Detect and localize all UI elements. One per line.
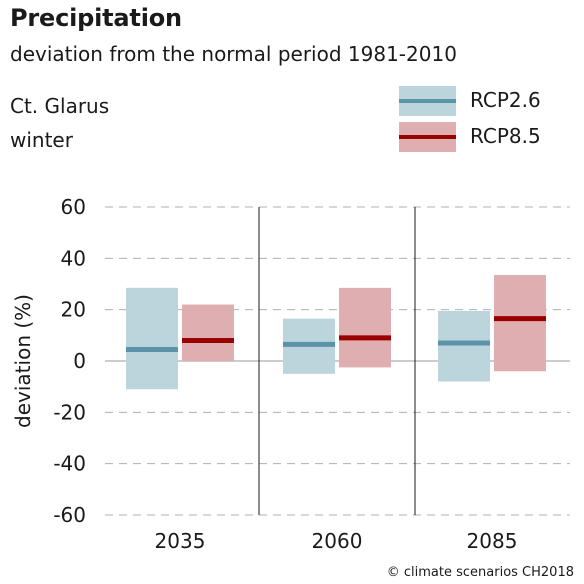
range-box-rcp85-2060 [339,287,391,368]
y-tick-label: 60 [61,195,86,219]
y-tick-label: 40 [61,246,86,270]
y-tick-label: -20 [53,400,86,424]
x-tick-label: 2035 [155,529,206,553]
x-tick-label: 2085 [467,529,518,553]
chart-title: Precipitation [10,4,182,32]
y-tick-label: -40 [53,452,86,476]
y-axis-label: deviation (%) [11,294,35,428]
season-label: winter [10,128,73,152]
x-axis: 2035 2060 2085 [155,529,518,553]
y-tick-label: -60 [53,503,86,527]
y-tick-label: 20 [61,298,86,322]
median-lines [126,316,546,352]
legend [399,86,456,152]
range-boxes [126,275,546,390]
range-box-rcp85-2035 [182,304,234,361]
period-separators [258,207,416,515]
y-tick-label: 0 [73,349,86,373]
chart-subtitle: deviation from the normal period 1981-20… [10,42,457,66]
range-box-rcp85-2085 [494,275,546,372]
x-tick-label: 2060 [312,529,363,553]
legend-label-rcp85: RCP8.5 [470,124,541,148]
y-axis: 60 40 20 0 -20 -40 -60 deviation (%) [11,195,86,527]
region-label: Ct. Glarus [10,94,110,118]
copyright-credit: © climate scenarios CH2018 [386,565,574,580]
range-box-rcp26-2035 [126,287,178,390]
legend-label-rcp26: RCP2.6 [470,88,541,112]
range-box-rcp26-2085 [438,310,490,382]
